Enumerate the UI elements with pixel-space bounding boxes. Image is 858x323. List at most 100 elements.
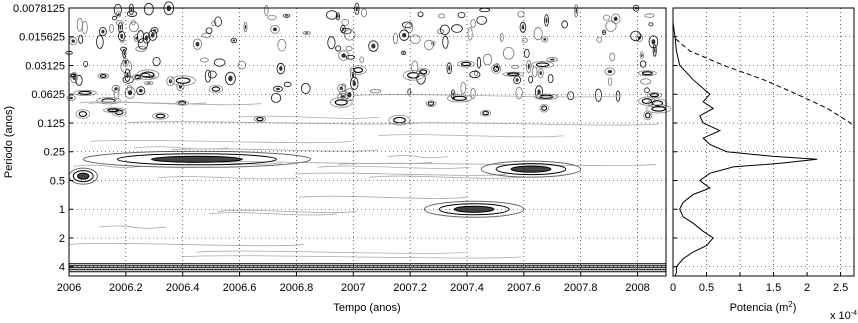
contour-blob xyxy=(335,45,342,52)
contour-blob xyxy=(81,20,88,35)
contour-blob xyxy=(283,13,291,18)
contour-blob xyxy=(479,7,491,13)
x-tick-label: 2007.8 xyxy=(564,282,598,294)
contour-blob xyxy=(205,27,213,34)
contour-island xyxy=(645,104,672,114)
contour-blob-core xyxy=(341,53,346,58)
contour-blob-core xyxy=(71,39,75,43)
contour-island-core xyxy=(649,93,659,98)
contour-line xyxy=(387,155,449,159)
y-tick-label: 0.0078125 xyxy=(13,3,65,15)
contour-blob xyxy=(302,31,311,35)
contour-line xyxy=(73,164,143,168)
contour-blob xyxy=(544,14,549,27)
contour-blob xyxy=(451,24,463,33)
contour-line xyxy=(295,172,507,176)
contour-island xyxy=(208,84,224,94)
y-tick-label: 2 xyxy=(59,233,65,245)
contour-blob xyxy=(644,87,650,93)
contour-blob xyxy=(399,29,410,41)
contour-blob xyxy=(652,44,657,57)
contour-island-core xyxy=(644,112,651,119)
contour-blob xyxy=(640,78,652,85)
contour-blob-core xyxy=(123,51,126,56)
contour-blob-core xyxy=(152,29,157,32)
contour-blob-core xyxy=(146,82,151,84)
contour-blob xyxy=(136,86,146,96)
contour-blob xyxy=(354,2,360,15)
contour-blob xyxy=(341,18,350,26)
contour-blob xyxy=(393,32,399,45)
contour-blob xyxy=(66,94,76,102)
contour-blob-core xyxy=(285,15,289,17)
contour-blob-core xyxy=(607,69,613,74)
contour-blob-core xyxy=(101,29,105,34)
contour-island-core xyxy=(641,98,653,104)
contour-blob xyxy=(83,60,89,68)
contour-blob-core xyxy=(279,66,283,71)
contour-line xyxy=(99,225,166,229)
contour-blob xyxy=(75,74,83,86)
contour-line xyxy=(69,243,304,247)
contour-blob xyxy=(473,69,478,77)
contour-line xyxy=(387,122,660,126)
contour-blob xyxy=(417,11,424,18)
contour-blob xyxy=(639,51,644,60)
contour-line xyxy=(134,146,229,150)
contour-blob-core xyxy=(138,88,143,93)
contour-line xyxy=(90,139,352,144)
contour-island-core xyxy=(651,100,664,107)
contour-island xyxy=(491,63,502,74)
contour-blob-core xyxy=(515,78,519,82)
contour-blob xyxy=(442,35,449,49)
contour-island xyxy=(97,72,109,79)
side-x-axis-label: Potencia (m2) xyxy=(730,300,797,314)
x-tick-label: 2006.4 xyxy=(166,282,200,294)
contour-island xyxy=(73,89,97,96)
contour-island xyxy=(175,100,189,106)
global-power-plot: 0 0.5 1 1.5 2 2.5 Potencia (m2) x 10-4 xyxy=(670,7,857,322)
contour-blob xyxy=(604,67,616,76)
contour-island xyxy=(480,109,492,117)
contour-blob xyxy=(602,14,610,21)
contour-blob xyxy=(276,62,285,75)
contour-blob xyxy=(526,59,532,74)
contour-blob xyxy=(369,89,382,94)
side-xlabel-suffix: ) xyxy=(793,302,797,314)
main-axis-ticks: 2006 2006.2 2006.4 2006.6 2006.8 2007 2007.2 20… xyxy=(13,3,650,294)
contour-blob xyxy=(639,60,647,68)
contour-blob xyxy=(117,21,123,33)
wavelet-power-plot: 2006 2006.2 2006.4 2006.6 2006.8 2007 2007.2 20… xyxy=(3,1,672,314)
contour-blob xyxy=(166,76,175,87)
contour-island-core xyxy=(482,110,489,116)
y-tick-label: 4 xyxy=(59,262,65,274)
contour-blob xyxy=(201,32,212,38)
contour-island-core xyxy=(407,72,420,79)
contour-blob xyxy=(120,59,133,74)
contour-blob xyxy=(204,69,212,83)
contour-island xyxy=(531,61,554,69)
contour-blob xyxy=(345,54,356,60)
global-power-line xyxy=(672,8,818,277)
power-feature-3 xyxy=(77,172,90,180)
y-tick-label: 0.125 xyxy=(37,118,65,130)
contour-blob xyxy=(467,27,473,41)
contour-island-core xyxy=(353,67,364,74)
side-x-tick-label: 1.5 xyxy=(766,282,781,294)
contour-blob-core xyxy=(135,36,138,40)
x-tick-label: 2008 xyxy=(625,282,649,294)
contour-blob-core xyxy=(275,87,280,91)
contour-island-core xyxy=(651,106,666,112)
contour-blob xyxy=(517,10,525,18)
contour-blob xyxy=(273,85,283,93)
contour-blob xyxy=(431,40,436,46)
contour-blob xyxy=(482,53,493,66)
contour-line xyxy=(238,115,380,119)
contour-blob-core xyxy=(543,38,547,41)
contour-island xyxy=(647,98,668,108)
contour-blob xyxy=(360,8,367,18)
side-x-tick-label: 1 xyxy=(737,282,743,294)
contour-island-core xyxy=(134,75,141,80)
contour-blob xyxy=(111,15,118,21)
contour-blob xyxy=(122,75,134,84)
